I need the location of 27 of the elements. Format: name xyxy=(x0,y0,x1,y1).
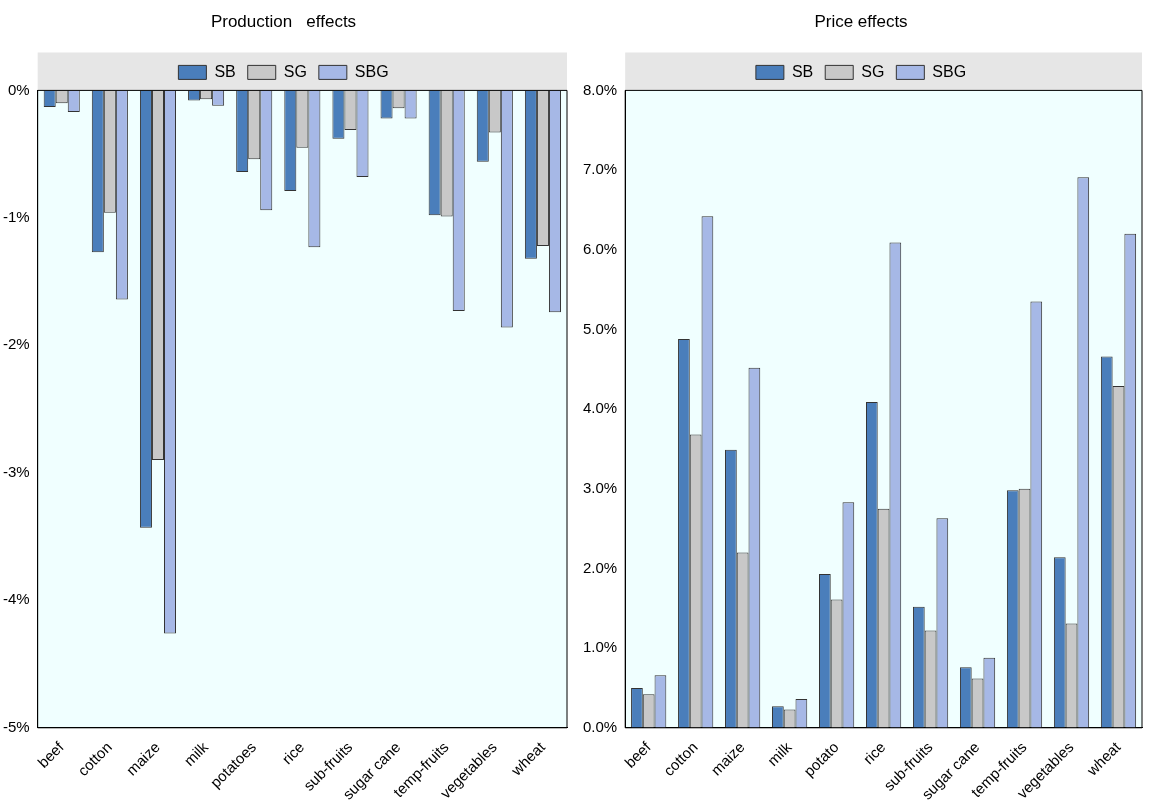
x-tick-label: rice xyxy=(859,738,889,768)
legend-label: SBG xyxy=(354,62,389,80)
x-tick-label: milk xyxy=(763,737,796,770)
y-tick-label: 4.0% xyxy=(582,399,618,417)
y-tick-label: 1.0% xyxy=(582,638,618,656)
y-tick-label: 0% xyxy=(7,80,30,98)
chart-title: Production effects xyxy=(210,11,357,31)
x-tick-label: milk xyxy=(180,737,212,770)
y-tick-label: -3% xyxy=(2,462,30,480)
y-tick-label: 8.0% xyxy=(582,80,618,98)
x-tick-label: rice xyxy=(278,738,308,768)
y-tick-label: -2% xyxy=(2,335,30,353)
y-tick-label: -5% xyxy=(2,717,30,735)
y-tick-label: 7.0% xyxy=(582,160,618,178)
legend-label: SB xyxy=(214,62,236,80)
y-tick-label: 3.0% xyxy=(582,478,618,496)
chart-title: Price effects xyxy=(814,11,908,31)
legend-label: SBG xyxy=(932,62,967,80)
y-tick-label: -4% xyxy=(2,590,30,608)
legend-label: SG xyxy=(283,62,307,80)
y-tick-label: 5.0% xyxy=(582,319,618,337)
legend-label: SB xyxy=(791,62,814,80)
legend-label: SG xyxy=(861,62,885,80)
y-tick-label: -1% xyxy=(2,208,30,226)
y-tick-label: 6.0% xyxy=(582,239,618,257)
y-tick-label: 2.0% xyxy=(582,558,618,576)
y-tick-label: 0.0% xyxy=(582,717,618,735)
